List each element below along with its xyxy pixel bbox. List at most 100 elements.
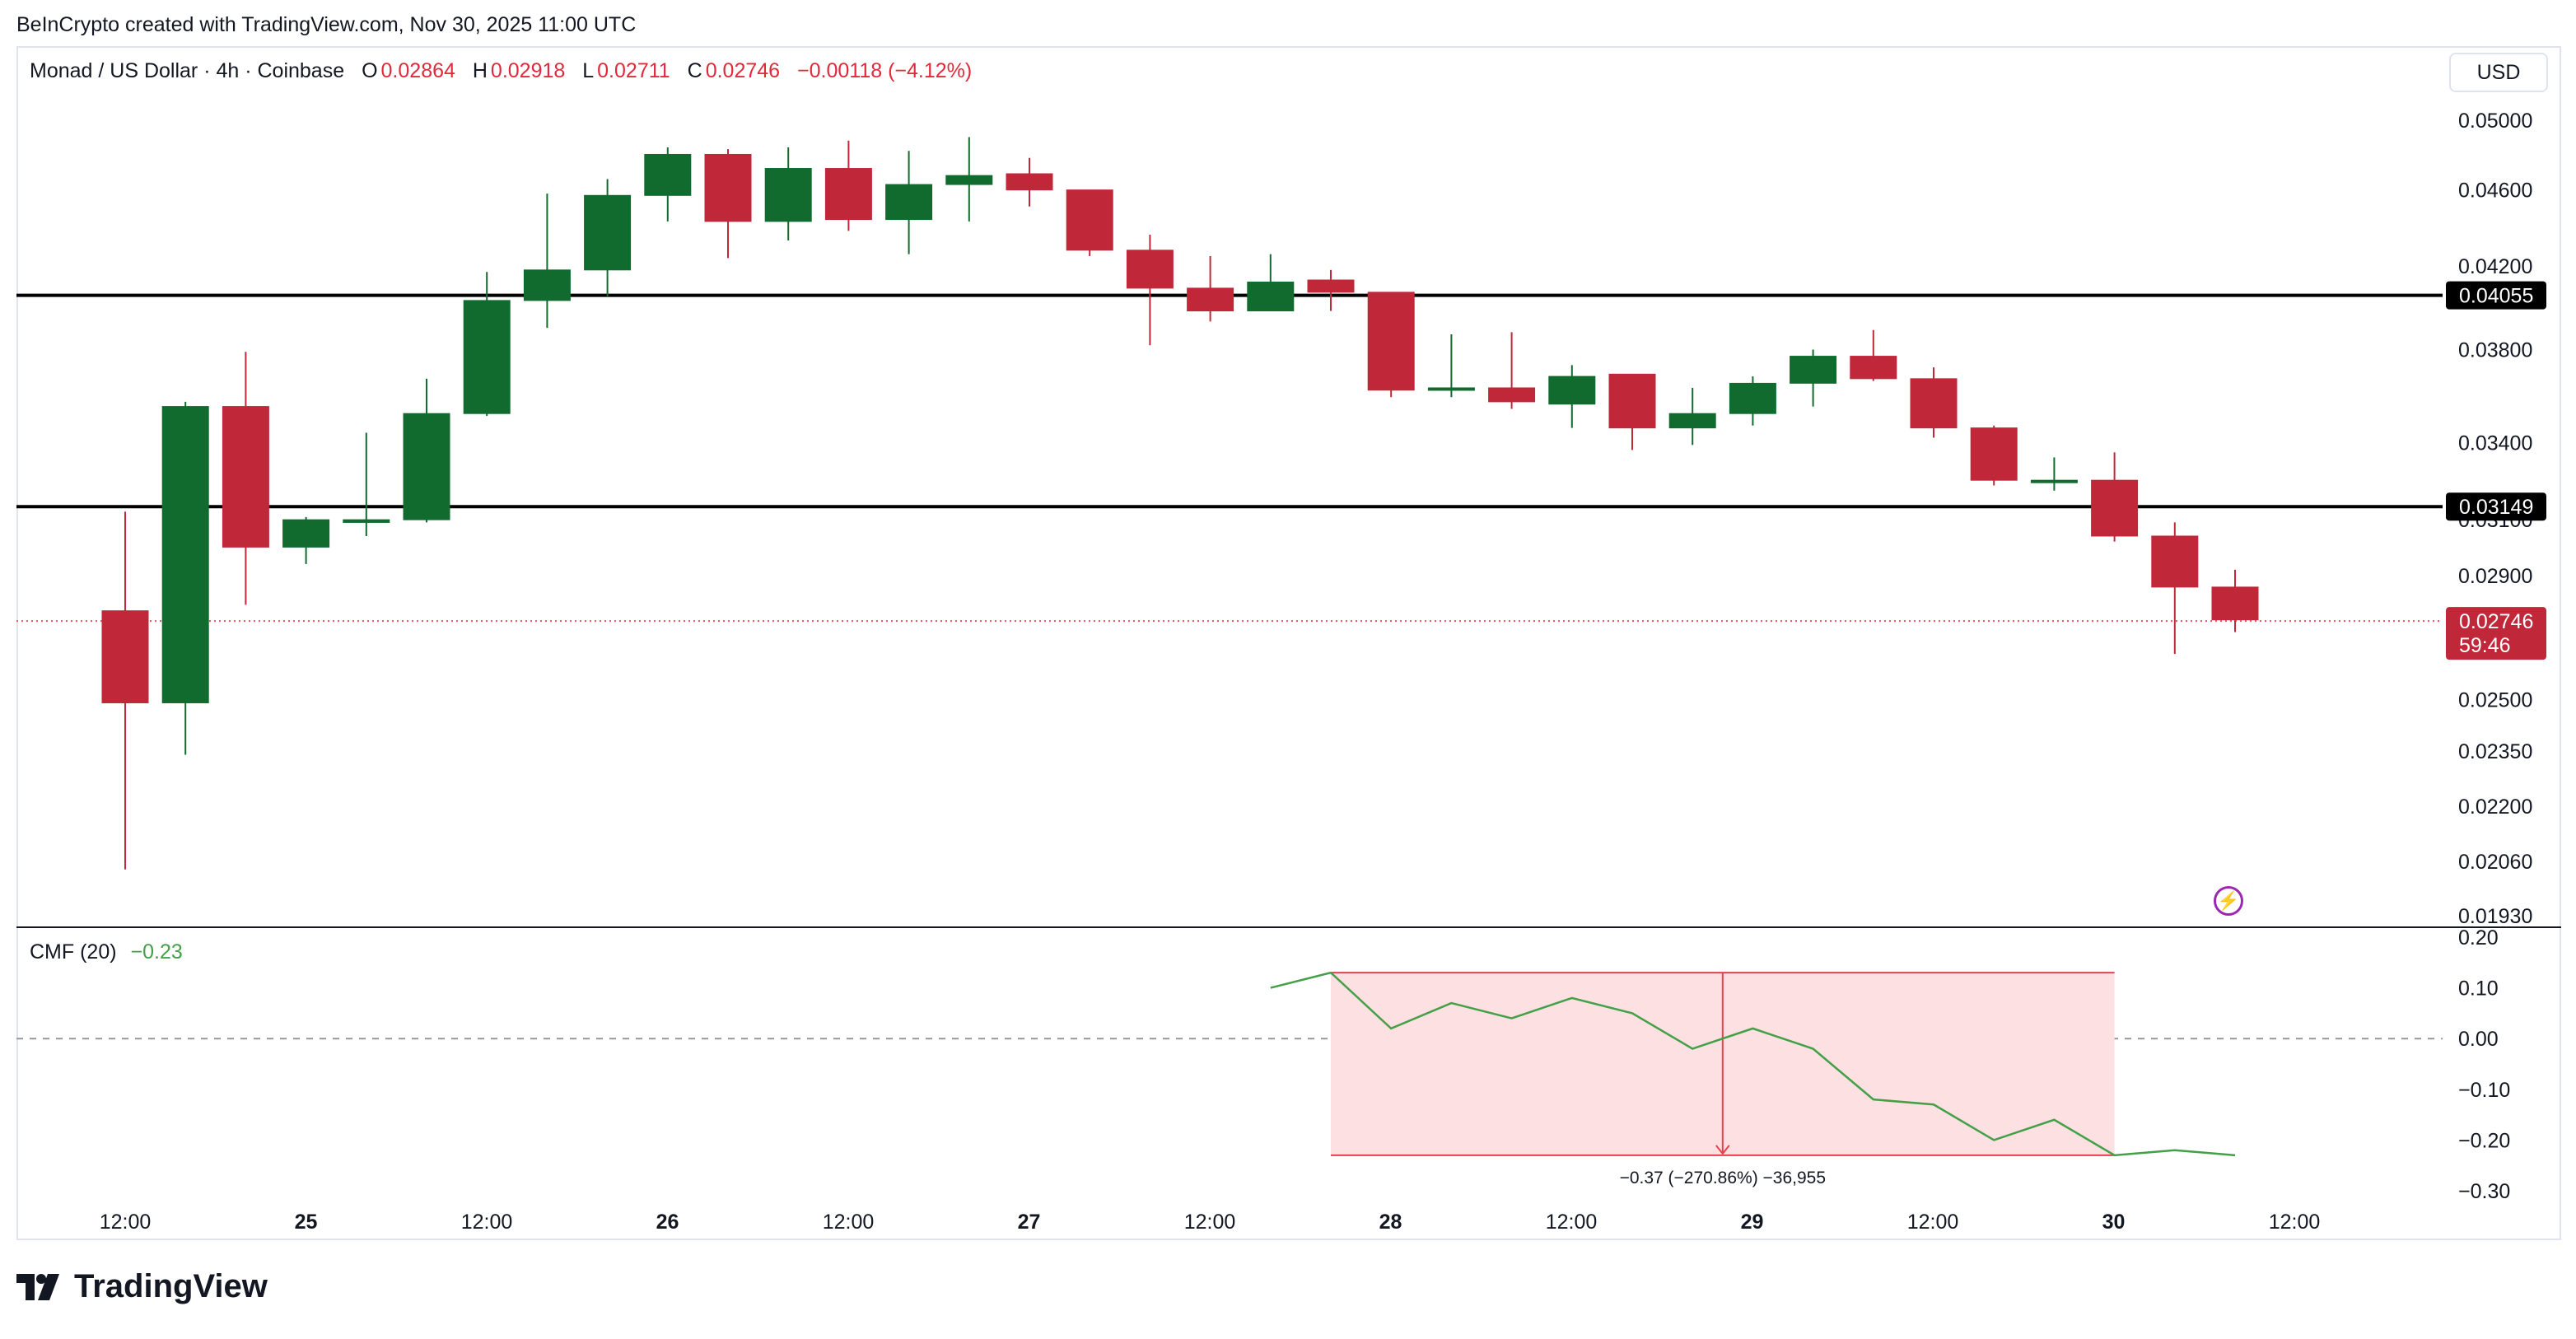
candle bbox=[1850, 329, 1897, 381]
level-price-tag bbox=[2446, 492, 2546, 521]
level-price-label: 0.04055 bbox=[2459, 285, 2533, 308]
candle bbox=[282, 516, 330, 564]
cmf-name: CMF (20) bbox=[30, 940, 117, 963]
time-tick-label: 30 bbox=[2102, 1211, 2126, 1234]
candle bbox=[1066, 189, 1113, 256]
candle bbox=[1247, 254, 1295, 312]
candle-body bbox=[1307, 279, 1355, 293]
candle-body bbox=[1367, 292, 1415, 391]
candle-body bbox=[2151, 535, 2199, 588]
candle bbox=[704, 149, 752, 259]
candle bbox=[2091, 452, 2139, 542]
candle-body bbox=[161, 406, 209, 703]
candle bbox=[222, 352, 269, 605]
cmf-tick-label: 0.20 bbox=[2458, 926, 2499, 949]
time-tick-label: 29 bbox=[1741, 1211, 1764, 1234]
time-tick-label: 12:00 bbox=[2269, 1211, 2321, 1234]
lightning-icon[interactable]: ⚡ bbox=[2214, 886, 2243, 916]
candle bbox=[945, 137, 993, 222]
price-tick-label: 0.02200 bbox=[2458, 795, 2532, 819]
time-tick-label: 12:00 bbox=[1184, 1211, 1236, 1234]
open-value: 0.02864 bbox=[380, 59, 455, 82]
measure-arrow-head bbox=[1715, 1145, 1730, 1155]
cmf-value: −0.23 bbox=[130, 940, 183, 963]
candle bbox=[1488, 332, 1536, 409]
candles bbox=[101, 137, 2259, 870]
candle bbox=[2030, 457, 2078, 491]
candle-body bbox=[584, 194, 632, 271]
candle-body bbox=[1850, 356, 1897, 380]
candle bbox=[523, 194, 571, 329]
time-tick-label: 26 bbox=[656, 1211, 679, 1234]
candle-body bbox=[1790, 356, 1837, 384]
candle bbox=[1608, 373, 1656, 450]
high-label: H bbox=[472, 59, 488, 82]
cmf-indicator: −0.37 (−270.86%) −36,955 bbox=[16, 971, 2443, 1187]
time-tick-label: 25 bbox=[295, 1211, 318, 1234]
attribution-text: BeInCrypto created with TradingView.com,… bbox=[16, 13, 637, 36]
open-label: O bbox=[362, 59, 378, 82]
tradingview-logo: TradingView bbox=[16, 1268, 268, 1305]
candle-body bbox=[1126, 250, 1174, 289]
close-value: 0.02746 bbox=[705, 59, 781, 82]
candle-body bbox=[885, 184, 933, 221]
low-label: L bbox=[582, 59, 595, 82]
candle bbox=[101, 511, 149, 870]
candle bbox=[824, 140, 872, 231]
candle bbox=[644, 147, 692, 222]
price-axis: 0.05000 0.04600 0.04200 0.03800 0.03400 0.031… bbox=[2458, 110, 2532, 928]
candle-body bbox=[403, 413, 450, 520]
change-value: −0.00118 (−4.12%) bbox=[797, 59, 973, 82]
time-tick-label: 12:00 bbox=[1907, 1211, 1959, 1234]
price-tick-label: 0.01930 bbox=[2458, 905, 2532, 928]
candle bbox=[764, 147, 812, 241]
candle-body bbox=[644, 153, 692, 196]
symbol-name: Monad / US Dollar · 4h · Coinbase bbox=[30, 59, 345, 82]
cmf-tick-label: −0.30 bbox=[2458, 1180, 2510, 1203]
candle-body bbox=[1548, 376, 1596, 405]
high-value: 0.02918 bbox=[490, 59, 566, 82]
tv-logo-icon bbox=[16, 1273, 59, 1300]
last-price-tag bbox=[2446, 607, 2546, 660]
chart-frame bbox=[16, 46, 2561, 1240]
candle bbox=[885, 151, 933, 254]
currency-button[interactable]: USD bbox=[2449, 53, 2548, 92]
price-tick-label: 0.04200 bbox=[2458, 255, 2532, 278]
candle bbox=[1790, 349, 1837, 407]
candle bbox=[1668, 387, 1716, 446]
time-tick-label: 28 bbox=[1379, 1211, 1402, 1234]
close-label: C bbox=[687, 59, 702, 82]
candle-body bbox=[1729, 382, 1776, 414]
candle-body bbox=[463, 300, 511, 414]
price-tick-label: 0.04600 bbox=[2458, 180, 2532, 203]
level-price-label: 0.03149 bbox=[2459, 496, 2533, 519]
candle-body bbox=[1006, 173, 1053, 191]
time-tick-label: 12:00 bbox=[100, 1211, 152, 1234]
level-price-tag bbox=[2446, 281, 2546, 310]
cmf-tick-label: 0.00 bbox=[2458, 1028, 2499, 1051]
candle-body bbox=[101, 610, 149, 703]
time-tick-label: 12:00 bbox=[823, 1211, 875, 1234]
candle bbox=[1910, 367, 1958, 438]
candle-body bbox=[1970, 427, 2018, 481]
last-price-label: 0.02746 bbox=[2459, 610, 2533, 633]
candle bbox=[1548, 365, 1596, 428]
price-tick-label: 0.03800 bbox=[2458, 339, 2532, 362]
cmf-legend: CMF (20) −0.23 bbox=[30, 940, 183, 964]
candle bbox=[2151, 522, 2199, 655]
time-axis: 12:00 25 12:00 26 12:00 27 12:00 28 12:00 29 12:00… bbox=[100, 1211, 2321, 1234]
candle-body bbox=[2030, 479, 2078, 483]
candle bbox=[1367, 292, 1415, 398]
candle-body bbox=[1187, 287, 1234, 312]
symbol-legend: Monad / US Dollar · 4h · Coinbase O 0.028… bbox=[30, 59, 975, 83]
brand-name: TradingView bbox=[74, 1268, 268, 1304]
candle bbox=[403, 378, 450, 523]
candle bbox=[1729, 376, 1776, 426]
candle bbox=[1187, 255, 1234, 322]
support-resistance-lines bbox=[16, 293, 2443, 623]
candle-body bbox=[824, 168, 872, 221]
candle bbox=[1006, 157, 1053, 207]
candle-body bbox=[1066, 189, 1113, 251]
